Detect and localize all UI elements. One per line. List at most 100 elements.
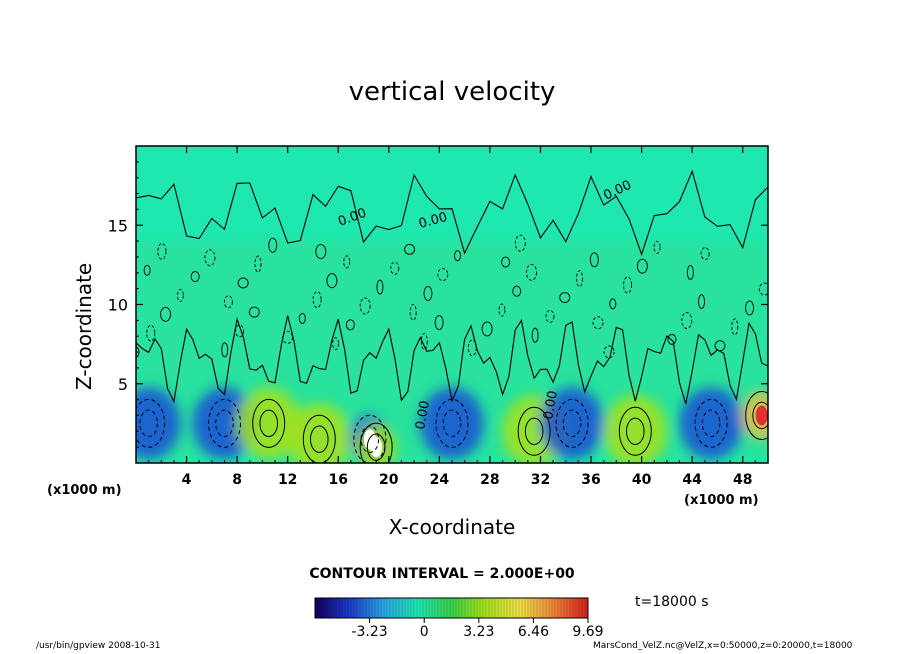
contour-small (332, 337, 340, 351)
contour-small (531, 327, 539, 343)
contour-feature-inner (259, 409, 279, 438)
contour-feature (207, 398, 241, 448)
field-blob (192, 387, 257, 460)
contour-small (223, 295, 233, 309)
contour-small (298, 312, 306, 324)
colorbar-frame (314, 597, 589, 619)
contour-small (437, 268, 449, 281)
contour-small (420, 332, 428, 350)
contour-small (454, 250, 462, 262)
contour-small (423, 285, 433, 301)
contour-zero-upper (136, 169, 768, 257)
footer-left: /usr/bin/gpview 2008-10-31 (36, 641, 161, 651)
colorbar-gradient (315, 598, 588, 618)
contour-small (603, 345, 615, 359)
contour-small (589, 252, 599, 268)
x-unit-label-left: (x1000 m) (47, 483, 122, 498)
colorbar-tick-label: -3.23 (351, 624, 387, 640)
contour-small (636, 258, 648, 274)
x-tick-label: 36 (581, 472, 600, 488)
colorbar-tick-label: 0 (420, 624, 429, 640)
contour-small (143, 264, 151, 276)
x-tick-label: 44 (682, 472, 702, 488)
contour-feature (555, 398, 589, 448)
contour-small (681, 312, 693, 329)
field-blob (679, 387, 744, 460)
contour-small (653, 240, 661, 254)
contour-feature-inner (139, 409, 158, 438)
contour-feature (517, 406, 551, 456)
contour-small (498, 303, 506, 317)
contour-feature (745, 390, 768, 440)
contour-small (390, 261, 400, 275)
contour-feature (136, 398, 166, 448)
contour-small (157, 242, 167, 260)
contour-small (559, 292, 571, 303)
contour-label: 0.00 (413, 400, 433, 431)
field-blob (287, 403, 352, 463)
contour-small (545, 309, 555, 323)
x-tick-label: 40 (632, 472, 652, 488)
contour-small (700, 247, 710, 261)
contour-small (404, 243, 415, 255)
x-tick-label: 20 (379, 472, 399, 488)
contour-small (434, 315, 444, 331)
x-tick-label: 32 (531, 472, 550, 488)
contour-small (282, 330, 294, 344)
y-tick-label: 5 (118, 375, 128, 394)
field-blob (420, 387, 484, 460)
chart-title: vertical velocity (348, 77, 556, 107)
contour-small (204, 249, 216, 267)
contour-small (359, 297, 371, 315)
contour-feature-inner (562, 409, 582, 438)
y-axis-label: Z-coordinate (72, 262, 96, 390)
contour-small (481, 321, 493, 337)
contour-feature-inner (309, 425, 329, 453)
colorbar-ticks: -3.23 0 3.23 6.46 9.69 (351, 618, 604, 640)
x-tick-label: 12 (278, 472, 297, 488)
contour-small (315, 244, 327, 260)
x-tick-label: 48 (733, 472, 752, 488)
x-tick-label: 16 (328, 472, 347, 488)
y-axis-ticks: 5 10 15 (108, 161, 768, 448)
x-axis-ticks: 4 8 12 16 20 24 28 32 36 40 44 48 (148, 146, 756, 488)
velocity-field (136, 146, 768, 463)
contour-feature (353, 414, 387, 463)
contour-small (312, 291, 322, 309)
contour-feature (435, 398, 469, 448)
contour-lines (136, 169, 768, 463)
colorbar-tick-label: 6.46 (518, 624, 549, 640)
contour-feature (359, 422, 393, 463)
contour-small (667, 333, 677, 345)
contour-small (731, 318, 739, 336)
field-core (755, 405, 768, 426)
contour-small (248, 306, 260, 318)
field-blob (540, 387, 605, 460)
contour-small (745, 300, 754, 316)
contour-label: 0.00 (541, 390, 561, 421)
field-blob (603, 395, 668, 463)
field-core (370, 437, 383, 458)
contour-feature-inner (360, 425, 380, 453)
contour-small (592, 316, 604, 330)
contour-small (235, 324, 244, 338)
contour-feature-inner (524, 417, 544, 445)
contour-small (698, 294, 705, 310)
contour-feature-inner (442, 409, 462, 438)
contour-small (467, 339, 477, 357)
contour-small (254, 255, 262, 273)
contour-small (160, 306, 172, 322)
contour-small (609, 298, 617, 310)
colorbar-tick-label: 3.23 (463, 624, 494, 640)
contour-feature-inner (752, 401, 768, 430)
contour-feature (302, 414, 336, 463)
contour-feature (618, 406, 652, 456)
contour-small (326, 273, 338, 289)
contour-small (409, 303, 417, 321)
contour-small (526, 263, 537, 281)
contour-small (268, 237, 278, 253)
x-tick-label: 28 (480, 472, 499, 488)
contour-small (514, 234, 526, 252)
footer-right: MarsCond_VelZ.nc@VelZ,x=0:50000,z=0:2000… (593, 641, 853, 651)
